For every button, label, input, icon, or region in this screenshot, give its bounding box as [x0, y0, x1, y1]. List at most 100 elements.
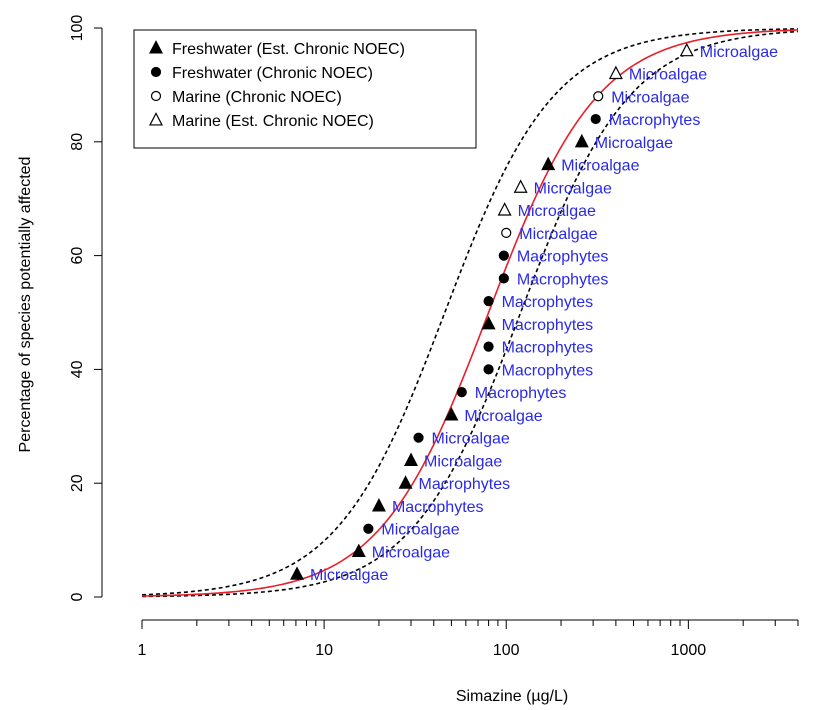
filled-triangle-marker: [371, 498, 386, 512]
legend-label: Marine (Est. Chronic NOEC): [172, 113, 374, 130]
filled-triangle-marker: [398, 475, 413, 489]
data-point: Microalgae: [351, 543, 450, 561]
fitted-curve: [141, 29, 799, 597]
filled-triangle-marker: [541, 156, 556, 171]
data-point: Microalgae: [363, 522, 460, 539]
legend-box: [133, 29, 477, 149]
filled-circle-marker: [483, 296, 494, 307]
filled-circle-marker: [413, 432, 424, 443]
point-label: Macrophytes: [502, 317, 594, 334]
x-tick-label: 1: [138, 642, 147, 659]
point-label: Microalgae: [424, 453, 502, 470]
filled-triangle-legend-marker: [149, 40, 163, 54]
data-point: Microalgae: [444, 407, 543, 425]
confidence-band-upper-line: [141, 28, 799, 596]
point-label: Macrophytes: [502, 362, 594, 379]
filled-circle-marker: [483, 364, 494, 375]
data-point: Microalgae: [679, 42, 778, 61]
y-tick-label: 60: [69, 247, 86, 265]
point-label: Microalgae: [519, 226, 597, 243]
legend-item: Marine (Chronic NOEC): [150, 89, 342, 106]
point-label: Microalgae: [518, 203, 596, 220]
y-axis-label: Percentage of species potentially affect…: [17, 157, 34, 453]
data-point: Microalgae: [593, 89, 690, 106]
data-point: Macrophytes: [483, 362, 594, 379]
open-triangle-marker: [679, 42, 694, 57]
filled-triangle-marker: [574, 133, 589, 148]
y-tick-label: 20: [69, 474, 86, 492]
point-label: Microalgae: [310, 567, 388, 584]
filled-circle-marker: [483, 341, 494, 352]
y-tick-label: 0: [69, 592, 86, 601]
filled-circle-marker: [498, 250, 509, 261]
data-point: Macrophytes: [456, 385, 567, 402]
open-circle-legend-marker: [150, 90, 162, 102]
filled-circle-marker: [363, 523, 374, 534]
point-label: Microalgae: [629, 67, 707, 84]
fitted-curve-line: [141, 29, 799, 597]
point-label: Macrophytes: [502, 294, 594, 311]
filled-circle-legend-marker: [150, 66, 162, 78]
data-point: Microalgae: [290, 566, 388, 584]
x-tick-label: 10: [315, 642, 333, 659]
point-label: Microalgae: [381, 522, 459, 539]
filled-triangle-marker: [290, 566, 305, 580]
legend: Freshwater (Est. Chronic NOEC) Freshwater…: [133, 29, 477, 149]
data-point: Macrophytes: [498, 249, 609, 266]
point-label: Macrophytes: [475, 385, 567, 402]
point-label: Microalgae: [611, 89, 689, 106]
y-tick-label: 100: [69, 15, 86, 42]
confidence-band-upper: [141, 28, 799, 596]
point-label: Macrophytes: [419, 476, 511, 493]
open-circle-marker: [501, 227, 512, 238]
open-triangle-marker: [513, 179, 528, 193]
point-label: Macrophytes: [517, 249, 609, 266]
x-axis-label: Simazine (µg/L): [456, 688, 568, 705]
data-point: Macrophytes: [483, 294, 594, 311]
data-point: Macrophytes: [481, 315, 594, 334]
point-label: Microalgae: [700, 44, 778, 61]
data-points: Microalgae Microalgae Microalgae Macrophyte…: [290, 42, 778, 584]
filled-circle-marker: [498, 273, 509, 284]
point-label: Macrophytes: [392, 499, 484, 516]
point-label: Macrophytes: [609, 112, 701, 129]
filled-triangle-marker: [481, 315, 496, 330]
legend-label: Freshwater (Est. Chronic NOEC): [172, 41, 405, 58]
legend-item: Freshwater (Est. Chronic NOEC): [149, 40, 405, 58]
x-axis: 1 10 100 1000: [138, 619, 799, 659]
legend-label: Freshwater (Chronic NOEC): [172, 65, 373, 82]
data-point: Microalgae: [608, 65, 707, 84]
y-tick-label: 40: [69, 360, 86, 378]
data-point: Microalgae: [513, 179, 612, 197]
filled-circle-marker: [456, 387, 467, 398]
data-point: Microalgae: [404, 452, 502, 470]
filled-triangle-marker: [444, 407, 459, 421]
legend-item: Marine (Est. Chronic NOEC): [149, 112, 374, 130]
plot-area: Microalgae Microalgae Microalgae Macrophyte…: [141, 28, 799, 598]
data-point: Macrophytes: [371, 498, 484, 516]
data-point: Macrophytes: [498, 271, 609, 288]
point-label: Microalgae: [534, 180, 612, 197]
filled-triangle-marker: [404, 452, 418, 466]
y-tick-label: 80: [69, 133, 86, 151]
filled-triangle-marker: [351, 543, 366, 558]
point-label: Microalgae: [372, 544, 450, 561]
x-tick-label: 100: [493, 642, 520, 659]
open-triangle-marker: [608, 65, 623, 80]
point-label: Microalgae: [464, 408, 542, 425]
x-tick-label: 1000: [671, 642, 707, 659]
open-circle-marker: [593, 91, 604, 102]
open-triangle-marker: [497, 202, 512, 216]
open-triangle-legend-marker: [149, 112, 163, 126]
data-point: Microalgae: [413, 431, 510, 448]
data-point: Microalgae: [541, 156, 640, 175]
data-point: Macrophytes: [483, 340, 593, 357]
point-label: Macrophytes: [517, 271, 609, 288]
legend-item: Freshwater (Chronic NOEC): [150, 65, 373, 82]
data-point: Macrophytes: [398, 475, 511, 493]
filled-circle-marker: [590, 113, 601, 125]
data-point: Microalgae: [497, 202, 596, 220]
data-point: Microalgae: [574, 133, 673, 152]
legend-label: Marine (Chronic NOEC): [172, 89, 342, 106]
